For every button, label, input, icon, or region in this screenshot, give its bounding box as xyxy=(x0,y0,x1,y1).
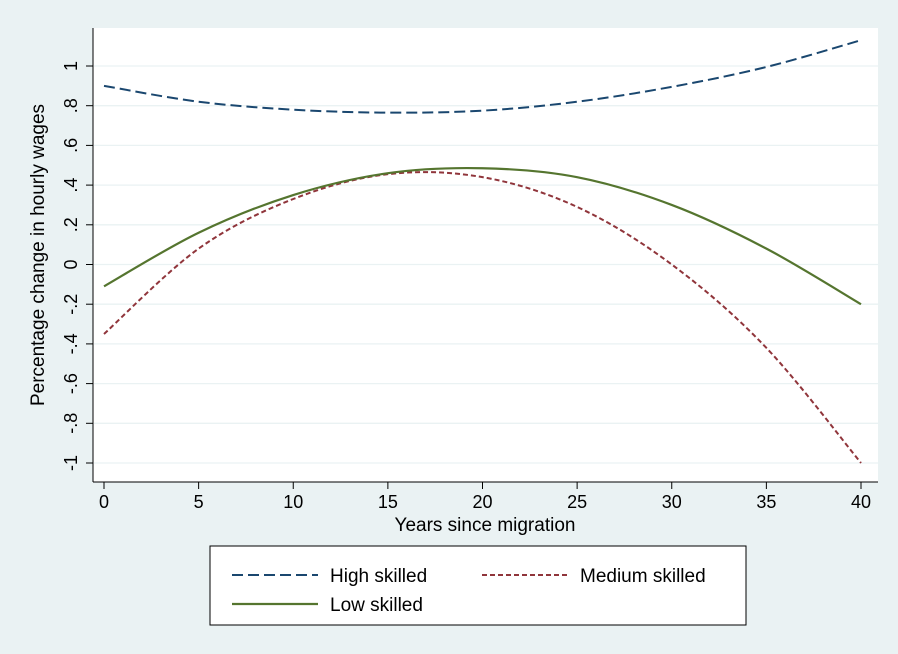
x-axis-ticks: 0 5 10 15 20 25 30 35 40 xyxy=(99,482,871,512)
y-tick-label: .8 xyxy=(61,98,81,113)
series-line-medium-skilled xyxy=(103,171,862,464)
plot-area xyxy=(93,28,878,482)
y-tick-label: .2 xyxy=(61,217,81,232)
y-tick-label: 1 xyxy=(61,61,81,71)
y-tick-label: 0 xyxy=(61,259,81,269)
y-tick-label: -.6 xyxy=(61,373,81,394)
x-tick-label: 20 xyxy=(472,492,492,512)
series-line-low-skilled xyxy=(103,166,862,306)
x-tick-label: 10 xyxy=(283,492,303,512)
x-tick-label: 40 xyxy=(851,492,871,512)
x-tick-label: 35 xyxy=(756,492,776,512)
y-axis-ticks: -1 -.8 -.6 -.4 -.2 0 .2 .4 .6 .8 1 xyxy=(61,61,93,471)
y-tick-label: -.2 xyxy=(61,294,81,315)
x-axis-title: Years since migration xyxy=(395,515,576,536)
y-tick-label: -1 xyxy=(61,455,81,471)
x-tick-label: 30 xyxy=(662,492,682,512)
x-tick-label: 25 xyxy=(567,492,587,512)
legend-label-medium-skilled: Medium skilled xyxy=(580,566,706,587)
y-tick-label: .4 xyxy=(61,178,81,193)
gridlines xyxy=(94,65,878,464)
axes xyxy=(92,28,878,483)
legend-label-low-skilled: Low skilled xyxy=(330,595,423,616)
series-lines xyxy=(103,39,862,464)
x-tick-label: 5 xyxy=(194,492,204,512)
y-axis-title: Percentage change in hourly wages xyxy=(28,104,49,406)
y-tick-label: .6 xyxy=(61,138,81,153)
legend-box xyxy=(209,545,747,626)
x-tick-label: 0 xyxy=(99,492,109,512)
legend-label-high-skilled: High skilled xyxy=(330,566,427,587)
y-tick-label: -.4 xyxy=(61,333,81,354)
legend: High skilled Medium skilled Low skilled xyxy=(209,545,747,626)
y-tick-label: -.8 xyxy=(61,413,81,434)
x-tick-label: 15 xyxy=(378,492,398,512)
